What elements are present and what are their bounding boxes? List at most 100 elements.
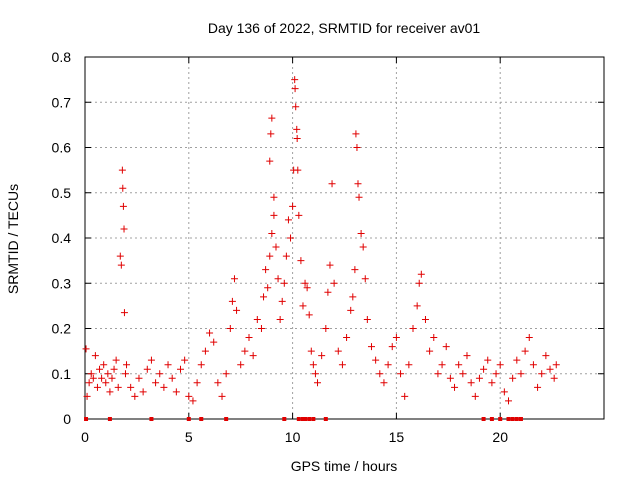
x-tick-label: 15	[389, 429, 405, 445]
data-point	[172, 388, 180, 396]
data-point	[214, 379, 222, 387]
data-point	[262, 266, 270, 274]
data-point	[415, 279, 423, 287]
data-point	[91, 352, 99, 360]
data-point	[274, 275, 282, 283]
data-points	[82, 76, 560, 421]
data-point	[266, 157, 274, 165]
grid-lines	[85, 57, 604, 419]
y-tick-label: 0.8	[52, 49, 72, 65]
data-point	[264, 284, 272, 292]
data-point	[326, 261, 334, 269]
data-point	[102, 379, 110, 387]
data-point	[287, 234, 295, 242]
data-point	[268, 114, 276, 122]
data-point	[442, 343, 450, 351]
data-point	[471, 392, 479, 400]
data-point	[542, 352, 550, 360]
data-point	[303, 284, 311, 292]
data-point	[294, 166, 302, 174]
data-point	[376, 370, 384, 378]
data-point	[241, 347, 249, 355]
zero-value-point	[282, 417, 287, 421]
data-point	[517, 370, 525, 378]
data-point	[413, 302, 421, 310]
data-point	[110, 365, 118, 373]
zero-value-point	[107, 417, 112, 421]
data-point	[268, 229, 276, 237]
data-point	[488, 379, 496, 387]
data-point	[297, 257, 305, 265]
data-point	[185, 392, 193, 400]
zero-value-point	[311, 417, 316, 421]
data-point	[355, 193, 363, 201]
zero-value-point	[199, 417, 204, 421]
zero-value-point	[186, 417, 191, 421]
data-point	[352, 130, 360, 138]
zero-value-point	[149, 417, 154, 421]
y-tick-label: 0.5	[52, 185, 72, 201]
zero-value-point	[224, 417, 229, 421]
data-point	[357, 229, 365, 237]
data-point	[363, 315, 371, 323]
data-point	[513, 356, 521, 364]
data-point	[397, 370, 405, 378]
data-point	[467, 379, 475, 387]
data-point	[176, 365, 184, 373]
data-point	[118, 166, 126, 174]
data-point	[237, 361, 245, 369]
zero-value-point	[296, 417, 301, 421]
data-point	[307, 347, 315, 355]
axis-ticks	[84, 56, 604, 420]
data-point	[116, 252, 124, 260]
data-point	[272, 243, 280, 251]
data-point	[123, 361, 131, 369]
data-point	[282, 252, 290, 260]
data-point	[392, 334, 400, 342]
data-point	[492, 370, 500, 378]
data-point	[249, 352, 257, 360]
data-point	[280, 279, 288, 287]
data-point	[405, 361, 413, 369]
data-point	[206, 329, 214, 337]
data-point	[500, 388, 508, 396]
data-point	[189, 397, 197, 405]
data-point	[301, 279, 309, 287]
zero-value-point	[303, 417, 308, 421]
data-point	[98, 374, 106, 382]
y-tick-labels: 0 0.1 0.2 0.3 0.4 0.5 0.6 0.7 0.8	[52, 49, 72, 427]
y-tick-label: 0.6	[52, 140, 72, 156]
data-point	[309, 361, 317, 369]
data-point	[343, 334, 351, 342]
data-point	[550, 374, 558, 382]
zero-value-point	[323, 417, 328, 421]
zero-value-point	[84, 417, 89, 421]
data-point	[552, 361, 560, 369]
x-tick-labels: 0 5 10 15 20	[81, 429, 508, 445]
data-point	[139, 388, 147, 396]
zero-value-point	[481, 417, 486, 421]
data-point	[266, 252, 274, 260]
data-point	[284, 216, 292, 224]
data-point	[100, 361, 108, 369]
data-point	[156, 370, 164, 378]
x-tick-label: 20	[492, 429, 508, 445]
data-point	[446, 374, 454, 382]
data-point	[434, 370, 442, 378]
data-point	[143, 365, 151, 373]
data-point	[291, 76, 299, 84]
data-point	[311, 370, 319, 378]
data-point	[127, 383, 135, 391]
y-axis-label: SRMTID / TECUs	[5, 184, 21, 294]
data-point	[328, 180, 336, 188]
data-point	[193, 379, 201, 387]
y-tick-label: 0	[63, 411, 71, 427]
data-point	[293, 134, 301, 142]
data-point	[87, 370, 95, 378]
data-point	[299, 302, 307, 310]
y-tick-label: 0.3	[52, 275, 72, 291]
data-point	[233, 306, 241, 314]
data-point	[83, 392, 91, 400]
data-point	[538, 370, 546, 378]
